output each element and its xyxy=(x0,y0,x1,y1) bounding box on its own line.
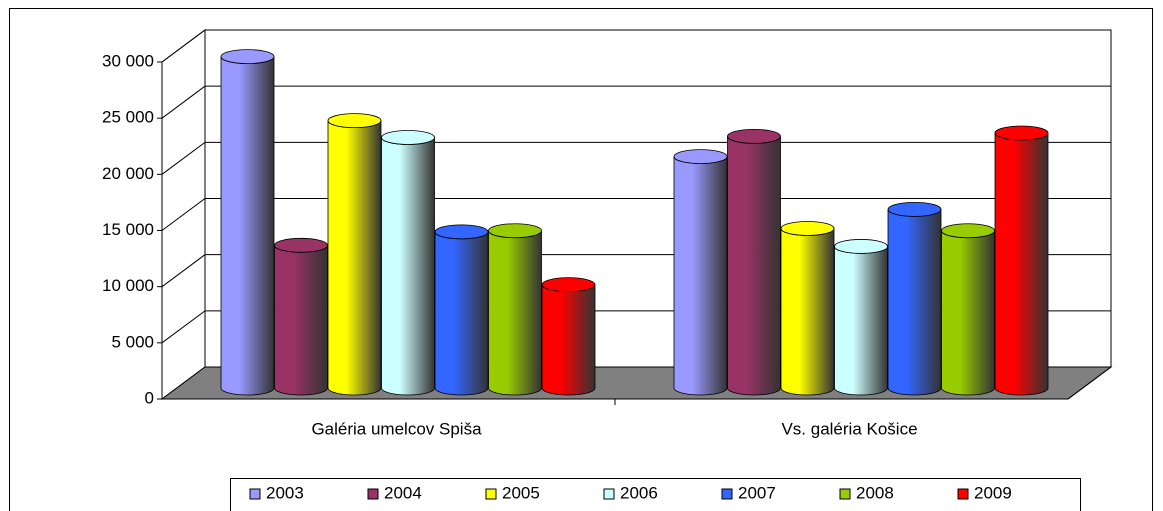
y-tick-label: 25 000 xyxy=(102,108,154,127)
bar-top xyxy=(220,49,275,65)
bar xyxy=(727,136,781,396)
bar xyxy=(327,120,382,396)
bar xyxy=(887,209,942,396)
y-tick-label: 10 000 xyxy=(102,276,154,295)
bar-top xyxy=(834,239,888,254)
bar-top xyxy=(941,223,995,239)
bar xyxy=(780,228,835,396)
bar-top xyxy=(381,130,435,145)
legend-swatch xyxy=(367,488,379,500)
legend-swatch xyxy=(839,488,851,500)
bar-top xyxy=(887,201,942,217)
grid-line xyxy=(161,198,1111,231)
legend-label: 2007 xyxy=(738,483,776,502)
grid-line xyxy=(161,141,1111,175)
y-tick-label: 0 xyxy=(145,388,154,407)
bar xyxy=(488,230,542,396)
bar-top xyxy=(994,125,1049,141)
bar-top xyxy=(434,224,489,240)
x-axis-side xyxy=(1067,366,1112,400)
grid-line xyxy=(161,85,1111,119)
bar xyxy=(834,246,888,396)
bar xyxy=(220,56,275,396)
x-tick-label: Galéria umelcov Spiša xyxy=(311,419,482,438)
y-tick-label: 20 000 xyxy=(102,164,154,183)
legend-swatch xyxy=(485,488,497,500)
x-tick-label: Vs. galéria Košice xyxy=(781,419,917,438)
legend-swatch xyxy=(721,488,733,500)
legend-swatch xyxy=(249,488,261,500)
legend-label: 2003 xyxy=(266,483,304,502)
bar-top xyxy=(727,128,781,144)
legend-label: 2009 xyxy=(974,483,1012,502)
legend-label: 2008 xyxy=(856,483,894,502)
bar-top xyxy=(673,149,728,164)
bar-top xyxy=(488,223,542,239)
y-tick-label: 5 000 xyxy=(111,332,154,351)
bar-top xyxy=(780,221,835,236)
legend-label: 2005 xyxy=(502,483,540,502)
grid-line xyxy=(161,29,1111,63)
bar xyxy=(994,132,1049,396)
chart-border xyxy=(9,8,1153,511)
legend-swatch xyxy=(957,488,969,500)
bar-top xyxy=(541,277,596,293)
bar xyxy=(274,245,328,396)
bar xyxy=(673,156,728,396)
bar xyxy=(541,284,596,396)
bar-top xyxy=(274,237,328,253)
legend-label: 2006 xyxy=(620,483,658,502)
y-tick-label: 30 000 xyxy=(102,51,154,70)
bar xyxy=(381,137,435,396)
bar-top xyxy=(327,113,382,129)
bar xyxy=(434,231,489,396)
legend-swatch xyxy=(603,488,615,500)
legend-label: 2004 xyxy=(384,483,422,502)
y-tick-label: 15 000 xyxy=(102,220,154,239)
bar xyxy=(941,230,995,396)
